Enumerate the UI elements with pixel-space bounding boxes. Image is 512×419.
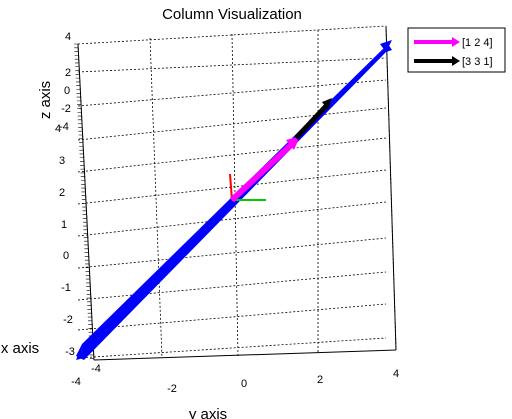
x-tick-label: -4 — [91, 363, 101, 375]
frame-bottom — [93, 349, 397, 361]
grid-h-8 — [77, 271, 387, 301]
z-upper-tick-label: -4 — [59, 121, 69, 133]
grid-h-0 — [77, 25, 387, 45]
vector-1-2-4 — [229, 141, 295, 203]
z-tick-label: -3 — [65, 346, 75, 358]
z-tick-label: 1 — [61, 219, 67, 231]
grid-v-1 — [149, 37, 163, 359]
y-tick-label: 0 — [241, 378, 247, 390]
grid-h-3 — [77, 107, 387, 141]
legend-box — [407, 27, 506, 73]
vector-3-3-1-arrowhead — [322, 98, 332, 110]
legend-arrowhead-black — [452, 56, 460, 66]
grid-h-2 — [77, 79, 387, 107]
x-axis-label: x axis — [1, 340, 39, 357]
z-upper-tick-label: 0 — [64, 85, 70, 97]
frame-left — [77, 43, 95, 361]
span-arrowhead-bottom — [76, 350, 84, 360]
grid-h-4 — [77, 137, 387, 173]
legend-label-1: [1 2 4] — [462, 37, 493, 49]
grid-h-7 — [77, 237, 387, 269]
z-tick-label: 0 — [63, 250, 69, 262]
tick-labels: -4 -2 0 2 4 4 3 2 1 0 -1 -2 -3 4 2 0 -2 -4 -4 — [55, 31, 399, 395]
frame-right — [385, 25, 397, 351]
z-upper-tick-label: 2 — [65, 67, 71, 79]
legend-label-2: [3 3 1] — [462, 56, 493, 68]
span-arrowhead-top — [380, 40, 392, 52]
z-tick-label: -1 — [61, 282, 71, 294]
y-tick-label: 4 — [393, 368, 399, 380]
vector-3-3-1 — [294, 102, 330, 140]
legend: [1 2 4] [3 3 1] — [407, 27, 506, 73]
grid-h-9 — [77, 303, 387, 331]
vectors — [229, 98, 332, 203]
legend-arrowhead-magenta — [452, 37, 460, 47]
plot-frame — [74, 25, 397, 361]
y-tick-label: -4 — [71, 376, 81, 388]
grid-h-10 — [77, 337, 387, 359]
chart-title: Column Visualization — [162, 6, 302, 23]
origin-axis-red — [229, 173, 233, 201]
z-upper-tick-label: 4 — [65, 31, 71, 43]
z-upper-tick-label: -2 — [61, 103, 71, 115]
grid-h-1 — [77, 57, 387, 73]
y-axis-label: y axis — [189, 406, 227, 419]
vector-1-2-4-arrowhead — [286, 136, 300, 150]
z-tick-label: 3 — [59, 155, 65, 167]
z-tick-label: 4 — [55, 123, 61, 135]
z-tick-label: 2 — [59, 187, 65, 199]
z-axis-label: z axis — [37, 81, 54, 119]
z-tick-label: -2 — [63, 314, 73, 326]
y-tick-label: -2 — [167, 383, 177, 395]
x-depth-ticks — [74, 43, 94, 360]
y-tick-label: 2 — [317, 374, 323, 386]
